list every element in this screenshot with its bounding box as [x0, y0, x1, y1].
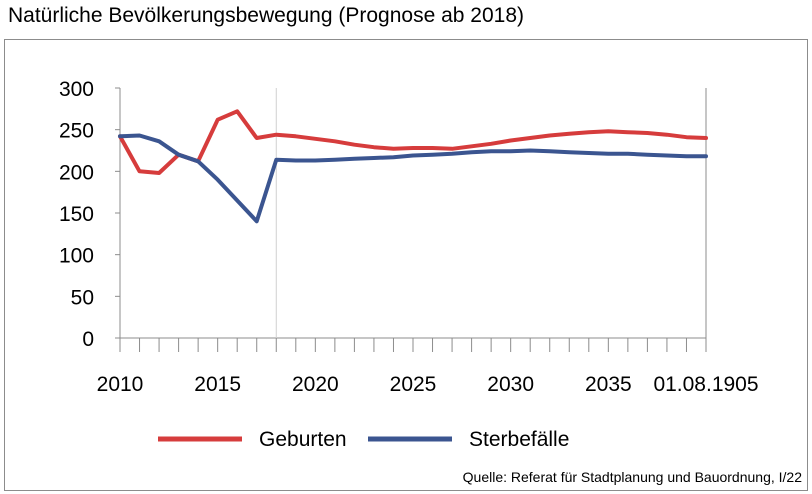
y-axis-ticks: 0 50 100 150 200 250 300 — [59, 78, 120, 351]
legend: Geburten Sterbefälle — [158, 428, 569, 451]
series-line-geburten — [118, 109, 708, 175]
x-tick-label: 2030 — [487, 373, 534, 396]
legend-label-sterbefaelle: Sterbefälle — [469, 428, 569, 451]
series-line-sterbefaelle — [118, 133, 708, 224]
y-tick-label: 150 — [59, 203, 94, 226]
y-tick-label: 100 — [59, 245, 94, 268]
x-tick-label: 2020 — [292, 373, 339, 396]
axes — [119, 88, 707, 339]
x-axis-ticks: 2010 2015 2020 2025 2030 2035 01.08.1905 — [97, 338, 759, 396]
x-tick-label: 01.08.1905 — [653, 373, 758, 396]
y-tick-label: 250 — [59, 120, 94, 143]
y-tick-label: 200 — [59, 161, 94, 184]
x-tick-label: 2035 — [585, 373, 632, 396]
x-tick-label: 2015 — [194, 373, 241, 396]
y-tick-label: 50 — [71, 286, 94, 309]
y-tick-label: 300 — [59, 78, 94, 101]
legend-label-geburten: Geburten — [259, 428, 347, 451]
y-tick-label: 0 — [82, 328, 94, 351]
chart-title: Natürliche Bevölkerungsbewegung (Prognos… — [8, 4, 524, 27]
chart-frame — [4, 39, 808, 491]
x-tick-label: 2025 — [390, 373, 437, 396]
x-tick-label: 2010 — [97, 373, 144, 396]
series-lines — [118, 109, 708, 224]
source-note: Quelle: Referat für Stadtplanung und Bau… — [462, 469, 802, 485]
